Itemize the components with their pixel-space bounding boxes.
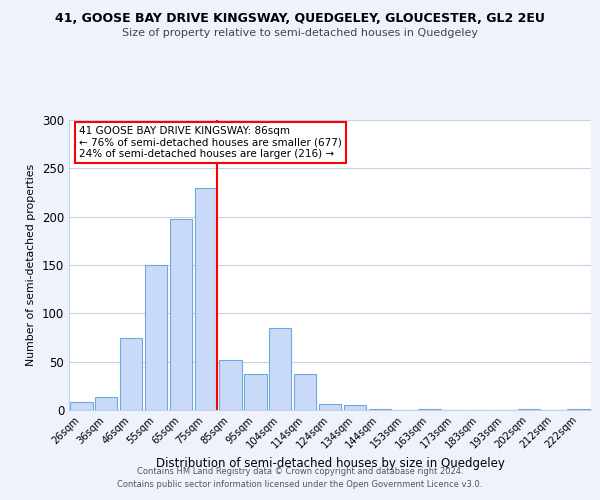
Bar [244,374,266,410]
Bar [418,409,440,410]
Bar [294,374,316,410]
X-axis label: Distribution of semi-detached houses by size in Quedgeley: Distribution of semi-detached houses by … [155,458,505,470]
Bar [194,188,217,410]
Bar [220,360,242,410]
Text: 41 GOOSE BAY DRIVE KINGSWAY: 86sqm
← 76% of semi-detached houses are smaller (67: 41 GOOSE BAY DRIVE KINGSWAY: 86sqm ← 76%… [79,126,343,159]
Bar [518,409,540,410]
Text: Contains public sector information licensed under the Open Government Licence v3: Contains public sector information licen… [118,480,482,489]
Bar [120,338,142,410]
Bar [145,265,167,410]
Bar [368,409,391,410]
Bar [568,409,590,410]
Bar [344,405,366,410]
Bar [319,404,341,410]
Bar [170,218,192,410]
Text: Contains HM Land Registry data © Crown copyright and database right 2024.: Contains HM Land Registry data © Crown c… [137,467,463,476]
Bar [95,398,118,410]
Bar [269,328,292,410]
Text: 41, GOOSE BAY DRIVE KINGSWAY, QUEDGELEY, GLOUCESTER, GL2 2EU: 41, GOOSE BAY DRIVE KINGSWAY, QUEDGELEY,… [55,12,545,26]
Y-axis label: Number of semi-detached properties: Number of semi-detached properties [26,164,37,366]
Bar [70,402,92,410]
Text: Size of property relative to semi-detached houses in Quedgeley: Size of property relative to semi-detach… [122,28,478,38]
